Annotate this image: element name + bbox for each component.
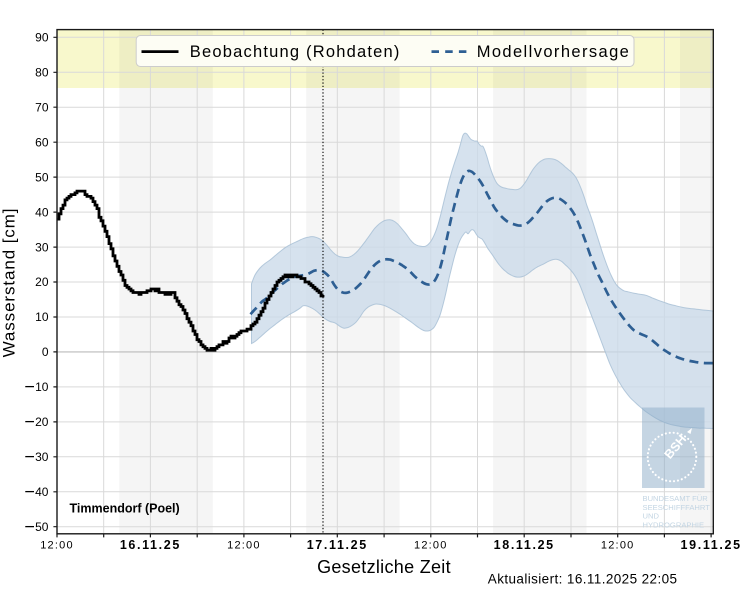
svg-text:12:00: 12:00 (227, 539, 261, 551)
svg-text:SEESCHIFFFAHRT: SEESCHIFFFAHRT (643, 503, 711, 512)
svg-text:17.11.25: 17.11.25 (307, 538, 368, 552)
svg-text:Beobachtung (Rohdaten): Beobachtung (Rohdaten) (190, 43, 401, 61)
svg-text:19.11.25: 19.11.25 (681, 538, 742, 552)
svg-text:30: 30 (35, 240, 49, 254)
svg-text:18.11.25: 18.11.25 (494, 538, 555, 552)
svg-text:90: 90 (35, 31, 49, 45)
svg-text:−50: −50 (24, 516, 48, 536)
svg-text:12:00: 12:00 (601, 539, 635, 551)
svg-text:12:00: 12:00 (40, 539, 74, 551)
svg-text:HYDROGRAPHIE: HYDROGRAPHIE (643, 520, 705, 529)
svg-text:Timmendorf (Poel): Timmendorf (Poel) (70, 501, 180, 515)
svg-text:−20: −20 (24, 412, 48, 432)
svg-text:−10: −10 (24, 377, 48, 397)
svg-text:Modellvorhersage: Modellvorhersage (477, 43, 631, 61)
svg-text:80: 80 (35, 66, 49, 80)
svg-text:−30: −30 (24, 446, 48, 466)
svg-text:BUNDESAMT FÜR: BUNDESAMT FÜR (643, 494, 709, 503)
svg-text:Wasserstand [cm]: Wasserstand [cm] (0, 208, 19, 358)
svg-text:UND: UND (643, 512, 660, 521)
svg-text:40: 40 (35, 205, 49, 219)
svg-text:Gesetzliche Zeit: Gesetzliche Zeit (317, 557, 451, 577)
svg-text:20: 20 (35, 275, 49, 289)
svg-text:−40: −40 (24, 481, 48, 501)
svg-text:16.11.25: 16.11.25 (120, 538, 181, 552)
svg-text:Aktualisiert: 16.11.2025 22:05: Aktualisiert: 16.11.2025 22:05 (488, 571, 678, 586)
svg-text:70: 70 (35, 100, 49, 114)
svg-text:50: 50 (35, 170, 49, 184)
svg-text:12:00: 12:00 (414, 539, 448, 551)
svg-text:10: 10 (35, 310, 49, 324)
svg-text:60: 60 (35, 135, 49, 149)
svg-text:0: 0 (42, 345, 49, 359)
